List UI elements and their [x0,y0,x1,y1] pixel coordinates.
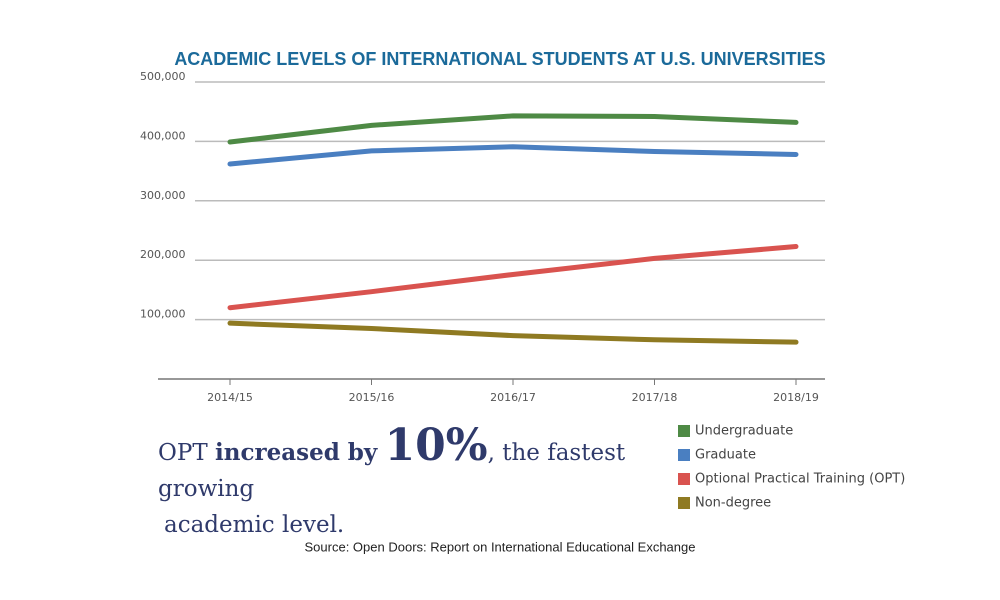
x-tick-label: 2018/19 [773,391,819,404]
y-tick-label: 100,000 [140,308,186,321]
chart-title: ACADEMIC LEVELS OF INTERNATIONAL STUDENT… [174,49,825,69]
y-tick-label: 300,000 [140,189,186,202]
x-tick-label: 2014/15 [207,391,253,404]
annotation: OPT increased by 10%, the fastest growin… [158,424,678,543]
legend-label: Graduate [695,448,756,463]
series-line [227,144,799,167]
y-tick-label: 500,000 [140,70,186,83]
legend-swatch [678,425,690,437]
series-line [227,113,799,145]
annotation-text: increased by [215,439,378,466]
annotation-text: , the fastest growing [158,440,626,502]
legend-label: Undergraduate [695,424,793,439]
source: Source: Open Doors: Report on Internatio… [305,539,696,554]
series-line [227,320,799,345]
legend-label: Non-degree [695,496,771,511]
annotation-text: OPT [158,440,208,466]
annotation-highlight: 10% [384,420,488,471]
legend-swatch [678,497,690,509]
legend-label: Optional Practical Training (OPT) [695,472,905,487]
legend-swatch [678,449,690,461]
x-tick-label: 2015/16 [349,391,395,404]
legend-swatch [678,473,690,485]
annotation-text: academic level. [164,512,345,538]
x-tick-label: 2017/18 [632,391,678,404]
series-line [227,244,799,311]
x-tick-label: 2016/17 [490,391,536,404]
y-tick-label: 200,000 [140,248,186,261]
y-tick-label: 400,000 [140,129,186,142]
